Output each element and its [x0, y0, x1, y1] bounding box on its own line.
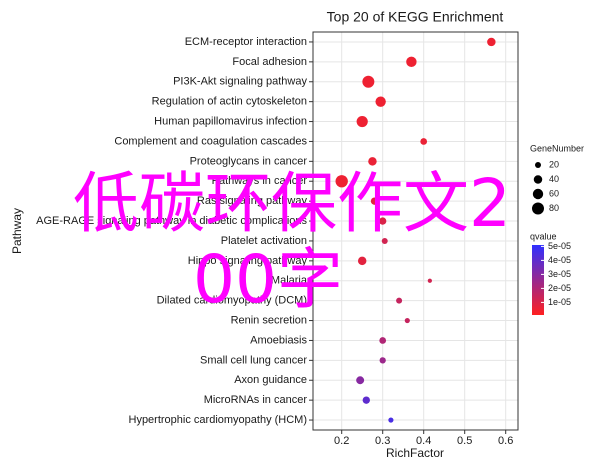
bubble — [406, 56, 417, 68]
bubble — [404, 317, 410, 324]
size-legend-dot — [532, 202, 544, 215]
y-tick-label: Focal adhesion — [232, 56, 307, 68]
bubble — [379, 217, 387, 225]
y-tick-label: MicroRNAs in cancer — [204, 394, 308, 406]
bubble — [370, 197, 379, 205]
size-legend-label: 60 — [549, 188, 559, 198]
bubble — [375, 96, 386, 107]
bubble — [427, 278, 432, 283]
y-tick-label: Renin secretion — [231, 314, 307, 326]
y-axis-label: Pathway — [10, 208, 24, 254]
y-tick-label: Hypertrophic cardiomyopathy (HCM) — [129, 414, 308, 426]
plot-border — [312, 31, 519, 431]
bubble — [357, 256, 367, 266]
y-tick-label: ECM-receptor interaction — [185, 36, 307, 48]
bubble — [368, 157, 377, 166]
plot-panel — [313, 32, 518, 430]
bubble — [356, 376, 365, 385]
bubble — [356, 115, 368, 128]
size-legend-label: 40 — [549, 174, 559, 184]
y-tick-label: Amoebiasis — [250, 334, 307, 346]
y-tick-label: Pathways in cancer — [212, 175, 308, 187]
y-tick-label: Small cell lung cancer — [200, 354, 307, 366]
colorbar-label: 3e-05 — [548, 269, 571, 279]
y-tick-label: Human papillomavirus infection — [154, 115, 307, 127]
bubble — [362, 396, 370, 404]
bubble — [487, 37, 496, 47]
y-tick-label: AGE-RAGE signaling pathway in diabetic c… — [36, 215, 307, 227]
y-tick-label: Ras signaling pathway — [197, 195, 308, 207]
colorbar — [532, 245, 544, 315]
bubble — [388, 417, 394, 423]
x-tick-label: 0.4 — [416, 435, 431, 447]
size-legend-label: 20 — [549, 159, 559, 169]
y-tick-label: PI3K-Akt signaling pathway — [173, 76, 307, 88]
x-tick-label: 0.6 — [498, 435, 513, 447]
bubble — [420, 138, 428, 145]
x-tick-label: 0.2 — [334, 435, 349, 447]
bubble — [379, 337, 387, 344]
bubble — [396, 297, 403, 304]
colorbar-label: 4e-05 — [548, 255, 571, 265]
x-tick-label: 0.3 — [375, 435, 390, 447]
watermark: 低碳环保作文2 — [73, 165, 511, 242]
colorbar-label: 5e-05 — [548, 241, 571, 251]
watermark: 00字 — [193, 241, 343, 318]
size-legend-dot — [535, 162, 541, 168]
y-tick-label: Regulation of actin cytoskeleton — [152, 96, 307, 108]
color-legend-title: qvalue — [530, 231, 557, 241]
y-tick-label: Dilated cardiomyopathy (DCM) — [157, 295, 307, 307]
size-legend-dot — [532, 188, 544, 200]
x-axis-label: RichFactor — [386, 446, 444, 460]
size-legend-label: 80 — [549, 203, 559, 213]
y-tick-label: Malaria — [271, 275, 308, 287]
y-tick-label: Axon guidance — [234, 374, 307, 386]
y-tick-label: Proteoglycans in cancer — [190, 155, 308, 167]
y-tick-label: Hippo signaling pathway — [188, 255, 308, 267]
bubble — [379, 357, 386, 364]
size-legend-dot — [533, 175, 543, 184]
colorbar-label: 2e-05 — [548, 283, 571, 293]
bubble — [362, 75, 375, 88]
y-tick-label: Complement and coagulation cascades — [114, 135, 307, 147]
size-legend-title: GeneNumber — [530, 143, 584, 153]
chart-title: Top 20 of KEGG Enrichment — [327, 9, 504, 25]
bubble — [335, 175, 348, 188]
y-tick-label: Platelet activation — [221, 235, 307, 247]
colorbar-label: 1e-05 — [548, 297, 571, 307]
x-tick-label: 0.5 — [457, 435, 472, 447]
bubble — [381, 237, 388, 244]
